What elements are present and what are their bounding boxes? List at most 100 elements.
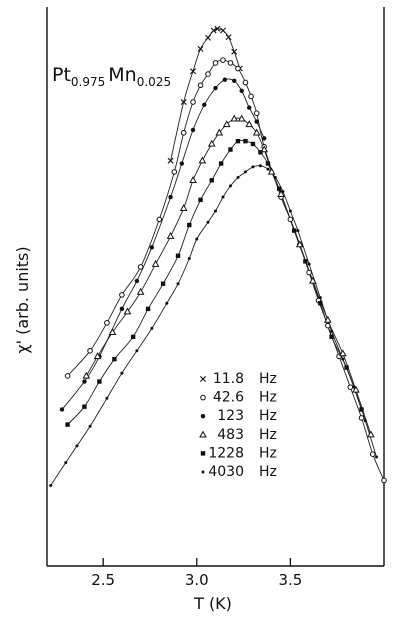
data-point-s1 (214, 25, 221, 32)
data-point-s3 (119, 306, 125, 312)
data-point-s6 (49, 484, 53, 488)
x-axis-label: T (K) (193, 594, 232, 613)
series-line-4 (85, 117, 372, 435)
legend-unit: Hz (259, 445, 277, 461)
data-point-s1 (197, 45, 204, 52)
data-point-s4 (189, 176, 197, 183)
data-point-s1 (167, 157, 174, 164)
legend-unit: Hz (259, 390, 277, 406)
legend-label: 42.6 (213, 390, 244, 406)
legend-marker (200, 376, 206, 382)
data-point-s5 (198, 197, 203, 203)
data-point-s1 (190, 68, 197, 75)
series-points (49, 25, 387, 488)
data-point-s2 (242, 79, 249, 86)
data-point-s2 (212, 60, 219, 66)
data-point-s5 (243, 138, 248, 144)
data-point-s5 (65, 422, 70, 427)
compound-sub-pt: 0.975 (71, 75, 105, 89)
data-point-s2 (381, 477, 387, 484)
data-point-s4 (338, 349, 347, 357)
data-point-s3 (190, 127, 196, 133)
data-point-s6 (330, 329, 334, 333)
data-point-s1 (205, 34, 212, 41)
legend-label: 483 (217, 427, 244, 443)
data-point-s4 (237, 114, 246, 122)
legend: 11.8 Hz 42.6 Hz 123 Hz 483 Hz 1228 Hz 4030 Hz (199, 371, 277, 480)
data-point-s5 (276, 186, 282, 191)
data-point-s3 (59, 407, 65, 412)
y-axis-label: χ' (arb. units) (13, 246, 32, 353)
legend-label: 123 (217, 408, 244, 424)
legend-marker (201, 470, 205, 474)
data-point-s6 (228, 184, 232, 188)
data-point-s5 (112, 356, 117, 362)
data-point-s2 (253, 110, 260, 117)
data-point-s4 (277, 190, 285, 197)
data-point-s4 (82, 371, 91, 379)
data-point-s5 (303, 259, 308, 264)
data-point-s4 (93, 352, 102, 360)
data-point-s6 (296, 229, 300, 233)
data-point-s5 (160, 281, 166, 286)
legend-label: 4030 (208, 464, 244, 480)
data-point-s4 (166, 231, 175, 239)
data-point-s3 (222, 77, 228, 82)
data-point-s5 (209, 178, 214, 183)
data-point-s6 (258, 164, 262, 168)
data-point-s5 (175, 253, 181, 258)
legend-label: 11.8 (213, 371, 244, 387)
legend-label: 1228 (208, 445, 244, 461)
data-point-s1 (219, 27, 226, 34)
data-point-s6 (236, 175, 240, 179)
data-point-s2 (190, 99, 196, 105)
data-point-s4 (309, 276, 317, 284)
data-point-s1 (225, 34, 232, 41)
data-point-s6 (341, 357, 345, 361)
data-point-s3 (82, 379, 87, 384)
data-point-s2 (220, 57, 226, 63)
data-point-s2 (347, 384, 354, 390)
data-point-s2 (325, 322, 331, 329)
data-point-s4 (222, 120, 231, 128)
data-point-s6 (206, 220, 210, 224)
data-point-s6 (187, 257, 191, 261)
data-point-s5 (235, 138, 241, 144)
data-point-s6 (165, 301, 169, 305)
data-point-s5 (82, 404, 87, 409)
data-point-s2 (306, 269, 312, 276)
data-point-s4 (367, 430, 375, 438)
data-point-s5 (130, 334, 136, 340)
legend-unit: Hz (259, 408, 277, 424)
legend-unit: Hz (259, 464, 277, 480)
data-point-s6 (273, 175, 277, 179)
data-point-s6 (281, 189, 285, 193)
data-point-s6 (214, 209, 217, 213)
data-point-s3 (202, 102, 207, 108)
data-point-s2 (156, 216, 163, 223)
data-point-s2 (137, 264, 144, 270)
data-point-s6 (105, 396, 109, 400)
plot-frame (46, 7, 385, 567)
data-point-s5 (265, 161, 271, 166)
data-point-s2 (248, 93, 254, 100)
data-point-s6 (318, 296, 322, 300)
legend-marker (200, 414, 206, 419)
data-point-s4 (198, 156, 207, 164)
series-line-6 (50, 165, 377, 486)
data-point-s4 (215, 128, 224, 136)
x-ticks: 2.5 3.0 3.5 (91, 558, 302, 589)
data-point-s4 (123, 307, 132, 315)
data-point-s6 (352, 385, 356, 389)
data-point-s3 (213, 85, 218, 91)
data-point-s3 (179, 161, 184, 166)
data-point-s2 (227, 60, 234, 66)
compound-base-pt: Pt (52, 64, 71, 86)
series-line-1 (170, 28, 241, 161)
data-point-s2 (64, 373, 71, 379)
data-point-s5 (344, 365, 349, 370)
data-point-s2 (287, 216, 294, 223)
legend-marker (200, 451, 206, 456)
data-point-s6 (150, 326, 154, 330)
legend-marker (200, 394, 206, 401)
